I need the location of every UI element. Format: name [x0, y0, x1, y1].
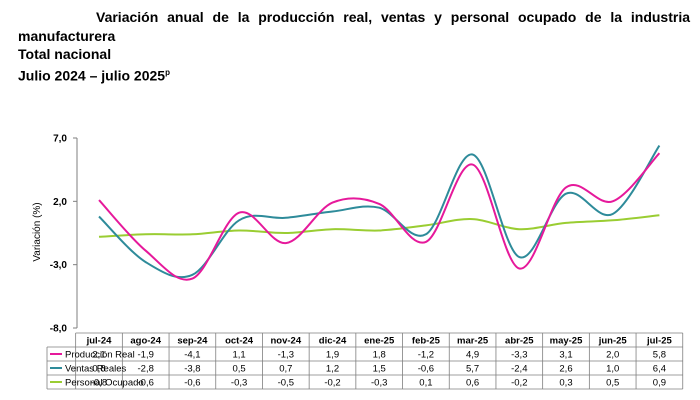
data-label: 6,4	[653, 364, 666, 375]
data-label: -0,2	[324, 378, 340, 389]
data-label: -2,4	[511, 364, 527, 375]
legend-entry: Personal Ocupado	[65, 378, 144, 389]
data-label: 1,5	[373, 364, 386, 375]
data-label: -0,3	[371, 378, 387, 389]
data-label: -4,1	[184, 350, 200, 361]
chart-title: Variación anual de la producción real, v…	[18, 8, 690, 85]
x-tick-label: may-25	[550, 336, 583, 347]
data-label: 3,1	[559, 350, 572, 361]
axis-layer: 7,0 2,0 -3,0 -8,0	[50, 134, 78, 335]
data-label: 4,9	[466, 350, 479, 361]
data-label: 1,0	[606, 364, 619, 375]
y-tick-label: 7,0	[53, 134, 67, 145]
x-tick-label: jun-25	[598, 336, 628, 347]
y-tick-label: 2,0	[53, 197, 67, 208]
x-tick-label: ago-24	[130, 336, 161, 347]
data-label: 1,9	[326, 350, 339, 361]
x-tick-label: dic-24	[319, 336, 347, 347]
y-tick-label: -8,0	[50, 324, 68, 335]
series-lines	[98, 145, 661, 281]
data-label: -0,5	[278, 378, 294, 389]
legend-entry: Ventas Reales	[65, 364, 127, 375]
data-label: -0,3	[231, 378, 247, 389]
data-label: 0,6	[466, 378, 479, 389]
data-label: 1,8	[373, 350, 386, 361]
data-label: 0,8	[92, 364, 105, 375]
title-line-2: manufacturera	[18, 27, 116, 44]
data-label: -0,8	[91, 378, 107, 389]
data-label: 1,2	[326, 364, 339, 375]
x-tick-label: ene-25	[364, 336, 395, 347]
data-label: -0,6	[184, 378, 200, 389]
title-line-3: Total nacional	[18, 46, 112, 62]
data-label: -0,2	[511, 378, 527, 389]
data-label: 0,3	[559, 378, 572, 389]
title-period: Julio 2024 – julio 2025	[18, 67, 166, 84]
data-label: 0,1	[419, 378, 432, 389]
x-tick-label: jul-24	[86, 336, 113, 347]
title-line-4: Julio 2024 – julio 2025p	[18, 64, 690, 85]
data-label: 0,9	[653, 378, 666, 389]
data-label: 2,0	[606, 350, 619, 361]
data-label: -0,6	[138, 378, 154, 389]
x-tick-label: sep-24	[177, 336, 208, 347]
data-label: -1,9	[138, 350, 154, 361]
x-tick-label: feb-25	[412, 336, 441, 347]
data-label: -1,2	[418, 350, 434, 361]
data-label: 2,1	[92, 350, 105, 361]
legend-entry: Producción Real	[65, 350, 135, 361]
data-label: 0,7	[279, 364, 292, 375]
x-tick-label: jul-25	[646, 336, 673, 347]
data-label: 0,5	[232, 364, 245, 375]
data-label: 5,8	[653, 350, 666, 361]
data-label: -3,3	[511, 350, 527, 361]
data-table: jul-24 ago-24 sep-24 oct-24 nov-24 dic-24 ene-…	[46, 332, 684, 390]
data-label: -2,8	[138, 364, 154, 375]
data-label: 0,5	[606, 378, 619, 389]
data-label: 2,6	[559, 364, 572, 375]
x-tick-label: abr-25	[505, 336, 534, 347]
y-tick-label: -3,0	[50, 260, 68, 271]
x-tick-label: mar-25	[457, 336, 489, 347]
title-preliminary-mark: p	[165, 67, 170, 77]
data-label: -3,8	[184, 364, 200, 375]
series-line-producci-n-real	[98, 152, 661, 281]
x-tick-label: nov-24	[270, 336, 301, 347]
y-axis-label: Variación (%)	[32, 202, 43, 261]
series-line-personal-ocupado	[98, 214, 660, 238]
title-line-1: Variación anual de la producción real, v…	[96, 9, 690, 25]
data-label: 5,7	[466, 364, 479, 375]
data-label: -0,6	[418, 364, 434, 375]
data-label: 1,1	[232, 350, 245, 361]
data-label: -1,3	[278, 350, 294, 361]
x-tick-label: oct-24	[225, 336, 254, 347]
series-line-ventas-reales	[98, 145, 661, 279]
